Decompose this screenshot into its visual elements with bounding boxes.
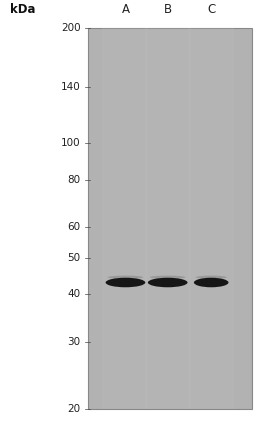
Ellipse shape — [105, 278, 145, 287]
Bar — [88, 28, 252, 409]
Text: A: A — [121, 3, 130, 16]
Text: 200: 200 — [61, 23, 81, 33]
Text: 140: 140 — [61, 82, 81, 92]
Text: 20: 20 — [68, 404, 81, 414]
Ellipse shape — [150, 276, 186, 279]
Bar — [145, 28, 191, 409]
Text: C: C — [207, 3, 215, 16]
Ellipse shape — [196, 276, 227, 279]
Text: 80: 80 — [68, 175, 81, 185]
Ellipse shape — [108, 276, 143, 279]
Ellipse shape — [148, 278, 187, 287]
Text: 30: 30 — [68, 337, 81, 347]
Text: 40: 40 — [68, 290, 81, 300]
Text: 100: 100 — [61, 138, 81, 148]
Text: 50: 50 — [68, 252, 81, 262]
Bar — [188, 28, 234, 409]
Text: 60: 60 — [68, 223, 81, 233]
Text: kDa: kDa — [10, 3, 36, 16]
Bar — [102, 28, 148, 409]
Ellipse shape — [194, 278, 229, 287]
Text: B: B — [164, 3, 172, 16]
